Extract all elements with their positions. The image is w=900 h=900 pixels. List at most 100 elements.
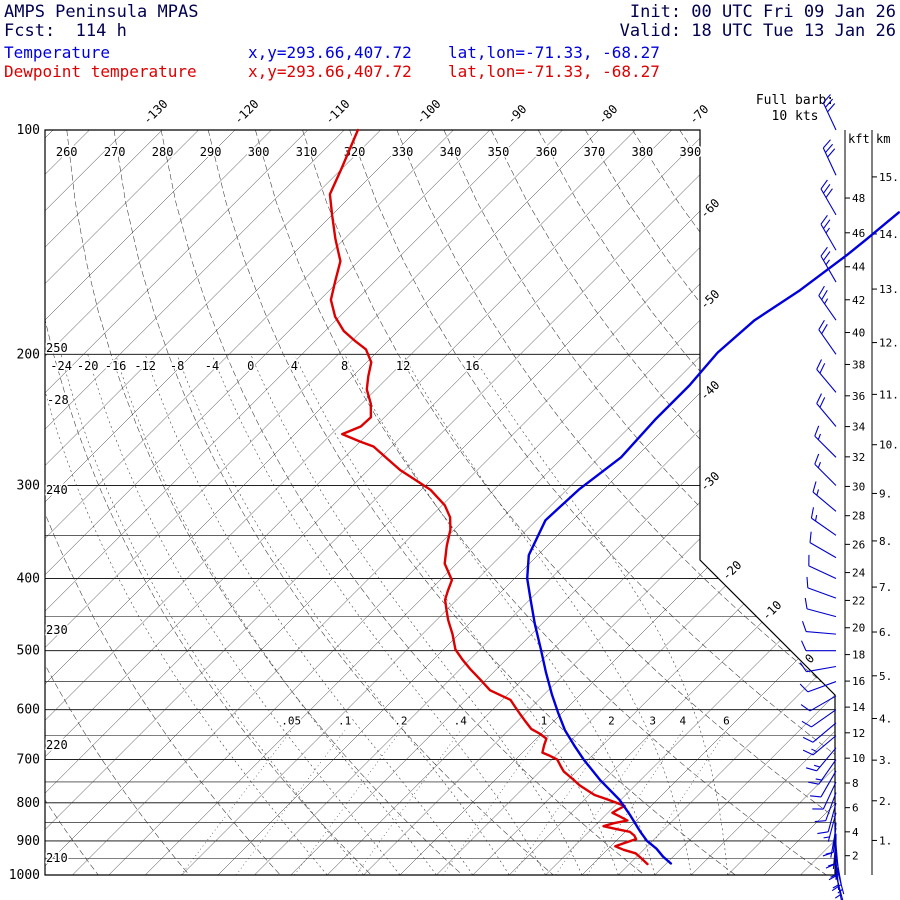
legend-dewpoint-label: Dewpoint temperature xyxy=(4,62,197,81)
svg-text:330: 330 xyxy=(392,145,414,159)
mixing-ratio-lines xyxy=(180,730,727,875)
svg-text:-130: -130 xyxy=(140,97,170,127)
svg-text:9.: 9. xyxy=(879,487,892,500)
svg-text:-16: -16 xyxy=(105,359,127,373)
svg-text:12: 12 xyxy=(852,727,865,740)
svg-text:1: 1 xyxy=(541,715,548,728)
svg-text:700: 700 xyxy=(17,753,40,768)
svg-text:250: 250 xyxy=(46,341,68,355)
svg-text:-110: -110 xyxy=(322,97,352,127)
svg-text:-24: -24 xyxy=(50,359,72,373)
svg-text:6: 6 xyxy=(723,715,730,728)
svg-text:8: 8 xyxy=(852,777,859,790)
svg-text:8.: 8. xyxy=(879,535,892,548)
chart-border xyxy=(44,129,836,876)
svg-text:.4: .4 xyxy=(454,715,468,728)
svg-text:28: 28 xyxy=(852,510,865,523)
svg-text:300: 300 xyxy=(17,478,40,493)
svg-text:7.: 7. xyxy=(879,581,892,594)
legend-dewpoint-latlon: lat,lon=-71.33, -68.27 xyxy=(448,62,660,81)
legend-temperature-label: Temperature xyxy=(4,43,110,62)
svg-text:260: 260 xyxy=(56,145,78,159)
valid-time: Valid: 18 UTC Tue 13 Jan 26 xyxy=(619,21,896,41)
svg-text:-120: -120 xyxy=(231,97,261,127)
svg-text:4: 4 xyxy=(291,359,298,373)
forecast-hour: Fcst: 114 h xyxy=(4,21,127,41)
svg-text:600: 600 xyxy=(17,703,40,718)
svg-text:370: 370 xyxy=(584,145,606,159)
svg-text:280: 280 xyxy=(152,145,174,159)
full-barb-note: Full barb: 10 kts xyxy=(740,93,850,124)
svg-text:5.: 5. xyxy=(879,670,892,683)
svg-text:1.: 1. xyxy=(879,834,892,847)
svg-text:30: 30 xyxy=(852,480,865,493)
svg-text:2: 2 xyxy=(608,715,615,728)
svg-text:40: 40 xyxy=(852,327,865,340)
svg-text:26: 26 xyxy=(852,538,865,551)
temperature-curve xyxy=(526,211,900,865)
svg-text:-70: -70 xyxy=(686,102,711,127)
svg-text:100: 100 xyxy=(17,123,40,138)
svg-text:-20: -20 xyxy=(77,359,99,373)
svg-text:-28: -28 xyxy=(47,393,69,407)
svg-text:360: 360 xyxy=(536,145,558,159)
svg-text:4.: 4. xyxy=(879,713,892,726)
svg-text:900: 900 xyxy=(17,834,40,849)
svg-text:230: 230 xyxy=(46,623,68,637)
page-title: AMPS Peninsula MPAS xyxy=(4,2,199,22)
svg-text:240: 240 xyxy=(46,483,68,497)
svg-text:3: 3 xyxy=(649,715,656,728)
full-barb-note-line2: 10 kts xyxy=(771,108,819,124)
wind-barbs xyxy=(799,94,845,900)
svg-text:14: 14 xyxy=(852,701,866,714)
svg-text:350: 350 xyxy=(488,145,510,159)
svg-text:.1: .1 xyxy=(338,715,351,728)
svg-text:kft: kft xyxy=(848,132,870,146)
full-barb-note-line1: Full barb: xyxy=(755,93,835,108)
svg-text:400: 400 xyxy=(17,572,40,587)
svg-text:8: 8 xyxy=(341,359,348,373)
svg-text:42: 42 xyxy=(852,294,865,307)
moist-adiabats xyxy=(45,354,728,875)
background-grid xyxy=(45,130,835,875)
svg-text:15.: 15. xyxy=(879,171,899,184)
svg-text:380: 380 xyxy=(632,145,654,159)
svg-text:10: 10 xyxy=(852,752,865,765)
svg-text:210: 210 xyxy=(46,851,68,865)
svg-text:0: 0 xyxy=(247,359,254,373)
altitude-scales: kft km48464442403836343230282624222018161… xyxy=(844,130,899,875)
svg-text:38: 38 xyxy=(852,358,865,371)
svg-text:44: 44 xyxy=(852,261,866,274)
svg-text:-4: -4 xyxy=(205,359,219,373)
isotherms xyxy=(45,130,835,875)
svg-text:6: 6 xyxy=(852,802,859,815)
svg-text:-12: -12 xyxy=(134,359,156,373)
svg-text:220: 220 xyxy=(46,738,68,752)
svg-text:12: 12 xyxy=(396,359,410,373)
svg-text:-40: -40 xyxy=(697,378,722,403)
svg-text:-80: -80 xyxy=(595,102,620,127)
svg-text:200: 200 xyxy=(17,347,40,362)
svg-text:4: 4 xyxy=(679,715,686,728)
svg-text:800: 800 xyxy=(17,796,40,811)
svg-text:34: 34 xyxy=(852,421,866,434)
svg-text:4: 4 xyxy=(852,826,859,839)
svg-text:.05: .05 xyxy=(281,715,301,728)
svg-text:340: 340 xyxy=(440,145,462,159)
svg-text:290: 290 xyxy=(200,145,222,159)
svg-text:-8: -8 xyxy=(170,359,184,373)
svg-text:20: 20 xyxy=(852,622,865,635)
svg-text:300: 300 xyxy=(248,145,270,159)
svg-text:-20: -20 xyxy=(719,558,744,583)
svg-text:3.: 3. xyxy=(879,754,892,767)
dry-adiabats xyxy=(45,130,835,875)
svg-text:16: 16 xyxy=(465,359,479,373)
svg-text:2: 2 xyxy=(852,850,859,863)
svg-text:-60: -60 xyxy=(697,196,722,221)
svg-text:.2: .2 xyxy=(394,715,407,728)
svg-text:310: 310 xyxy=(296,145,318,159)
svg-text:24: 24 xyxy=(852,567,866,580)
init-time: Init: 00 UTC Fri 09 Jan 26 xyxy=(629,2,896,22)
legend-temperature-latlon: lat,lon=-71.33, -68.27 xyxy=(448,43,660,62)
svg-text:1000: 1000 xyxy=(9,868,40,883)
